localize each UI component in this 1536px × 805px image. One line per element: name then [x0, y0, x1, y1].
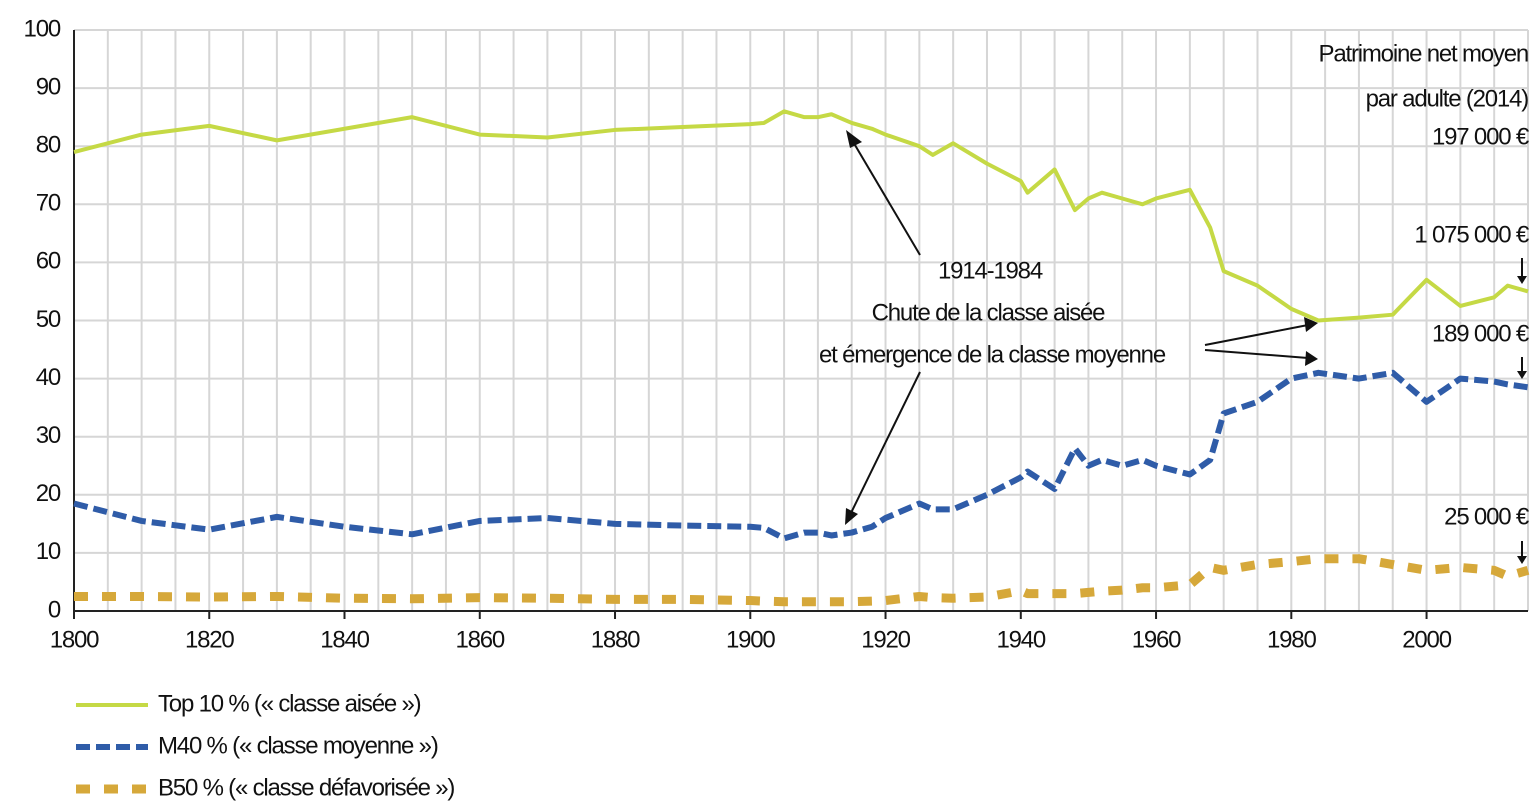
- x-tick-label: 1880: [591, 626, 640, 653]
- x-tick-label: 1840: [320, 626, 369, 653]
- y-tick-label: 60: [36, 248, 61, 275]
- x-tick-label: 1960: [1132, 626, 1181, 653]
- annotation: 1 075 000 €: [1414, 221, 1529, 248]
- arrowhead: [1304, 317, 1318, 332]
- legend-label: B50 % (« classe défavorisée »): [158, 774, 454, 801]
- y-tick-label: 100: [24, 15, 61, 42]
- annotation: 1914-1984: [938, 257, 1043, 284]
- annotation: Patrimoine net moyen: [1319, 40, 1528, 67]
- arrow: [1204, 349, 1309, 359]
- y-tick-label: 30: [36, 422, 61, 449]
- y-tick-label: 40: [36, 364, 61, 391]
- y-tick-label: 20: [36, 480, 61, 507]
- y-tick-label: 10: [36, 538, 61, 565]
- series-line: [73, 109, 1529, 323]
- series-line: [74, 554, 1530, 607]
- y-tick-label: 70: [36, 190, 61, 217]
- x-tick-label: 1920: [861, 626, 910, 653]
- annotation: et émergence de la classe moyenne: [819, 341, 1166, 368]
- arrow: [851, 139, 921, 256]
- annotation: par adulte (2014): [1366, 85, 1529, 112]
- arrowhead: [846, 130, 862, 148]
- legend-label: M40 % (« classe moyenne »): [158, 732, 438, 759]
- arrowhead: [1517, 371, 1527, 379]
- lines: [73, 109, 1530, 607]
- x-tick-label: 1800: [50, 626, 99, 653]
- arrowhead: [1305, 351, 1318, 366]
- annotation-arrows: [845, 130, 1527, 564]
- annotation: Chute de la classe aisée: [872, 299, 1106, 326]
- legend-label: Top 10 % (« classe aisée »): [158, 690, 421, 717]
- y-tick-label: 0: [48, 596, 61, 623]
- annotation: 197 000 €: [1432, 123, 1530, 150]
- arrow: [849, 371, 921, 516]
- y-tick-label: 80: [36, 132, 61, 159]
- annotation: 189 000 €: [1432, 320, 1530, 347]
- x-tick-label: 1820: [185, 626, 234, 653]
- y-tick-label: 50: [36, 306, 61, 333]
- arrowhead: [1517, 276, 1527, 284]
- series-line: [73, 369, 1529, 542]
- grid: [73, 29, 1529, 619]
- x-tick-label: 1940: [996, 626, 1045, 653]
- x-tick-label: 1860: [455, 626, 504, 653]
- arrow: [1204, 324, 1309, 346]
- y-tick-label: 90: [36, 73, 61, 100]
- x-tick-label: 1900: [726, 626, 775, 653]
- arrowhead: [845, 508, 858, 525]
- x-tick-label: 1980: [1267, 626, 1316, 653]
- annotation: 25 000 €: [1444, 503, 1530, 530]
- x-tick-label: 2000: [1402, 626, 1451, 653]
- arrowhead: [1517, 556, 1527, 564]
